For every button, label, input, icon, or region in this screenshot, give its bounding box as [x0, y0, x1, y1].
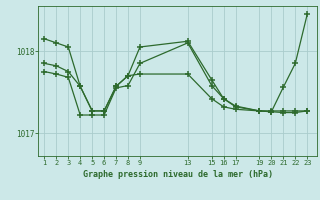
X-axis label: Graphe pression niveau de la mer (hPa): Graphe pression niveau de la mer (hPa): [83, 170, 273, 179]
